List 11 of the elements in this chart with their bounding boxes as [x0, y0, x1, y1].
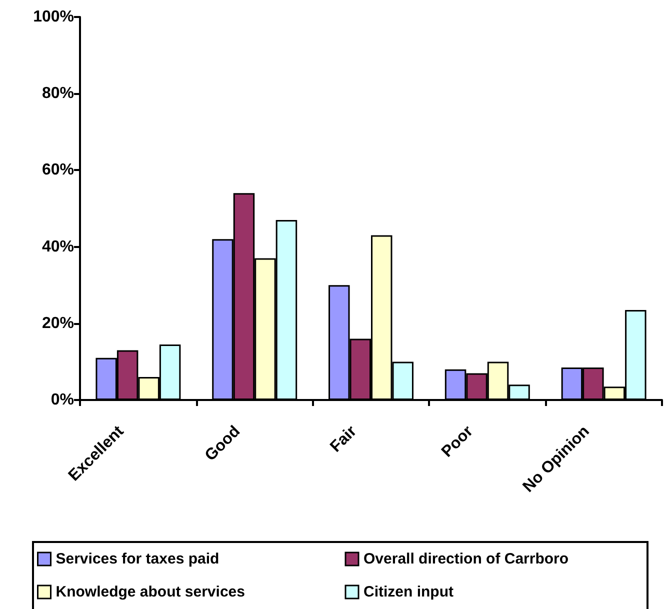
- legend-label: Citizen input: [364, 584, 454, 600]
- legend-label: Knowledge about services: [56, 584, 245, 600]
- legend-label: Services for taxes paid: [56, 550, 220, 568]
- y-tick-label: 20%: [42, 314, 74, 332]
- legend-label: Overall direction of Carrboro: [364, 550, 569, 568]
- y-tick-label: 100%: [33, 8, 74, 26]
- y-tick-label: 80%: [42, 85, 74, 102]
- y-tick-label: 0%: [50, 392, 74, 408]
- x-tick-label: Fair: [327, 422, 360, 456]
- y-tick-label: 40%: [42, 238, 74, 256]
- y-tick-label: 60%: [42, 162, 74, 179]
